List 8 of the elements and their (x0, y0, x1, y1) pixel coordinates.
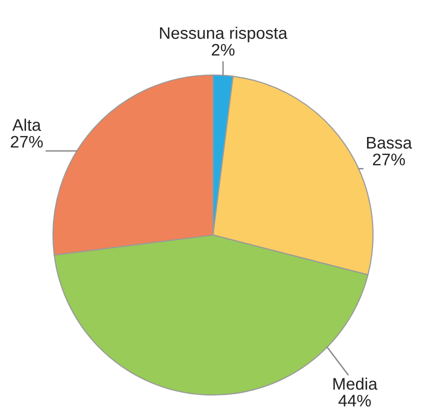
slice-label: Media (333, 378, 378, 390)
slice-label: Bassa (367, 137, 412, 149)
slice-label: Alta (12, 118, 42, 131)
data-label: 44% (338, 394, 371, 406)
data-label: 2% (212, 44, 234, 56)
slice-label: Nessuna risposta (160, 26, 288, 42)
data-label: 27% (373, 154, 405, 166)
data-label: 27% (10, 136, 43, 148)
